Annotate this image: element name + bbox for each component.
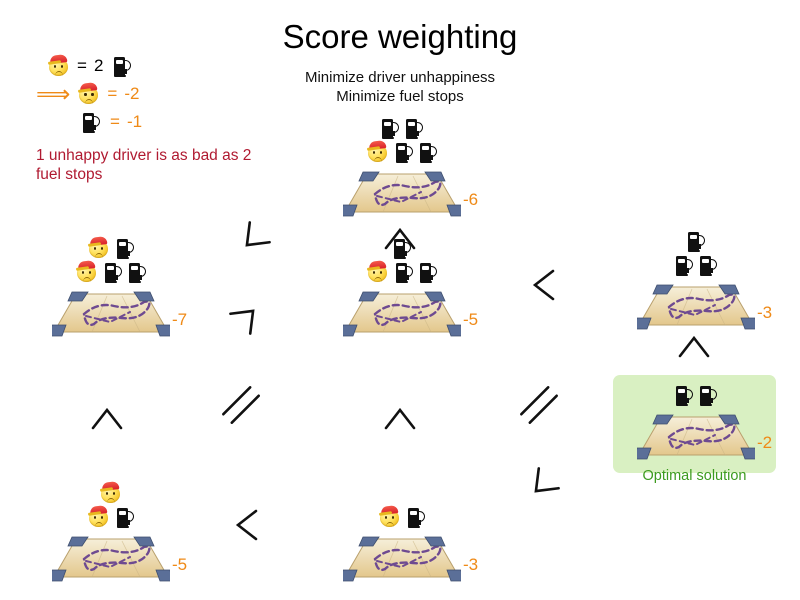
node-icon-rows: [343, 116, 461, 164]
operator-left-upper-to-center: [224, 296, 268, 340]
route-map-icon: [52, 288, 170, 340]
solution-node-bottom-center[interactable]: -3: [343, 505, 478, 585]
driver-icon: [99, 481, 122, 504]
fuel-icon: [699, 254, 717, 276]
route-map-icon: [637, 411, 755, 463]
node-icon-row: [343, 116, 461, 140]
fuel-icon: [419, 141, 437, 163]
operator-bottom-center-to-optimal: [521, 462, 565, 506]
subtitle-line-2: Minimize fuel stops: [336, 88, 464, 105]
node-icon-rows: [637, 383, 755, 407]
node-icon-row: [343, 505, 461, 529]
node-score: -5: [463, 310, 479, 329]
fuel-icon: [116, 506, 134, 528]
node-icon-row: [343, 236, 461, 260]
subtitle-line-1: Minimize driver unhappiness: [304, 69, 496, 86]
node-score: -3: [463, 555, 479, 574]
fuel-icon: [393, 237, 411, 259]
node-icon-rows: [343, 236, 461, 284]
fuel-icon: [675, 384, 693, 406]
solution-node-center-middle[interactable]: -5: [343, 239, 478, 340]
legend-value-1: 2: [93, 56, 104, 75]
fuel-icon: [405, 117, 423, 139]
node-score: -2: [757, 433, 773, 452]
optimal-solution-label: Optimal solution: [642, 468, 747, 484]
legend-value-3: -1: [126, 112, 143, 131]
legend-row-fuel-weight: = -1: [36, 108, 276, 136]
driver-icon: [75, 260, 98, 283]
fuel-icon: [381, 117, 399, 139]
legend-value-2: -2: [124, 84, 140, 103]
fuel-icon: [82, 111, 100, 133]
fuel-icon: [395, 261, 413, 283]
node-icon-row: [637, 253, 755, 277]
operator-center-to-top-center: [378, 218, 422, 262]
route-map-icon: [637, 281, 755, 333]
solution-node-top-center[interactable]: -6: [343, 119, 478, 220]
operator-optimal-to-right-upper: [672, 326, 716, 370]
route-map-icon: [343, 533, 461, 585]
operator-bottom-center-to-center: [378, 398, 422, 442]
fuel-icon: [116, 237, 134, 259]
fuel-icon: [128, 261, 146, 283]
driver-icon: [87, 236, 110, 259]
legend-note: 1 unhappy driver is as bad as 2 fuel sto…: [36, 147, 252, 183]
driver-icon: [378, 505, 401, 528]
node-icon-row: [52, 236, 170, 260]
operator-bottom-left-to-bottom-center: [226, 503, 270, 547]
node-icon-row: [637, 383, 755, 407]
route-map-icon: [52, 533, 170, 585]
fuel-icon: [113, 55, 131, 77]
node-icon-row: [343, 260, 461, 284]
fuel-icon: [395, 141, 413, 163]
route-map-icon: [343, 288, 461, 340]
node-score: -6: [463, 190, 479, 209]
fuel-icon: [419, 261, 437, 283]
solution-node-right-upper[interactable]: -3: [637, 232, 772, 333]
node-score: -5: [172, 555, 188, 574]
operator-bottom-left-to-left-upper: [85, 398, 129, 442]
solution-node-left-upper[interactable]: -7: [52, 236, 187, 340]
fuel-icon: [675, 254, 693, 276]
node-score: -7: [172, 310, 188, 329]
node-icon-rows: [52, 236, 170, 284]
node-icon-row: [52, 505, 170, 529]
route-map-icon: [343, 168, 461, 220]
node-icon-rows: [343, 505, 461, 529]
operator-equals-right-diagonal: [512, 378, 566, 432]
legend-row-driver-weight: ⟹ = -2: [36, 80, 276, 108]
operator-left-upper-to-top-center: [232, 216, 276, 260]
driver-icon: [366, 260, 389, 283]
fuel-icon: [687, 230, 705, 252]
fuel-icon: [699, 384, 717, 406]
operator-equals-left-diagonal: [214, 378, 268, 432]
legend-equals-sign-1: =: [77, 56, 87, 75]
fuel-icon: [104, 261, 122, 283]
node-icon-rows: [52, 481, 170, 529]
score-weighting-legend: = 2 ⟹ = -2 = -1: [36, 52, 276, 136]
node-score: -3: [757, 303, 773, 322]
node-icon-row: [52, 260, 170, 284]
page-title: Score weighting: [282, 18, 518, 55]
driver-icon: [366, 140, 389, 163]
implies-arrow-icon: ⟹: [36, 80, 71, 108]
operator-center-to-right-upper: [523, 263, 567, 307]
solution-node-optimal[interactable]: -2: [637, 386, 772, 463]
page-subtitle: Minimize driver unhappiness Minimize fue…: [0, 68, 800, 106]
legend-equals-sign-3: =: [110, 112, 120, 131]
node-icon-row: [637, 229, 755, 253]
legend-equals-sign-2: =: [107, 84, 118, 103]
driver-icon: [78, 82, 100, 105]
node-icon-rows: [637, 229, 755, 277]
driver-icon: [87, 505, 110, 528]
node-icon-row: [52, 481, 170, 505]
solution-node-bottom-left[interactable]: -5: [52, 481, 187, 585]
node-icon-row: [343, 140, 461, 164]
driver-icon: [47, 54, 70, 77]
legend-row-driver-equals-two-fuel: = 2: [36, 52, 276, 80]
fuel-icon: [407, 506, 425, 528]
